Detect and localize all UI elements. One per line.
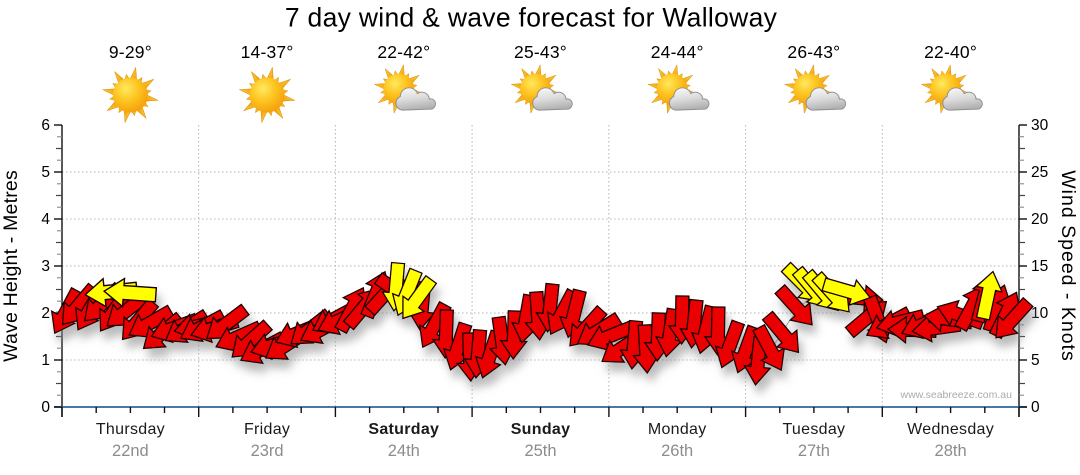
svg-text:22nd: 22nd xyxy=(112,442,149,460)
svg-text:25: 25 xyxy=(1031,164,1048,181)
svg-text:0: 0 xyxy=(1031,399,1040,416)
svg-text:6: 6 xyxy=(41,117,50,134)
svg-text:22-42°: 22-42° xyxy=(377,42,430,62)
svg-text:24th: 24th xyxy=(388,442,420,460)
svg-text:Thursday: Thursday xyxy=(96,421,165,438)
svg-text:7 day wind & wave forecast for: 7 day wind & wave forecast for Walloway xyxy=(285,3,778,33)
svg-text:4: 4 xyxy=(41,211,50,228)
svg-text:Wind Speed - Knots: Wind Speed - Knots xyxy=(1057,170,1079,361)
svg-text:26th: 26th xyxy=(661,442,693,460)
svg-text:Tuesday: Tuesday xyxy=(782,421,845,438)
svg-text:3: 3 xyxy=(41,258,50,275)
svg-text:30: 30 xyxy=(1031,117,1049,134)
svg-text:22-40°: 22-40° xyxy=(924,42,977,62)
svg-text:25th: 25th xyxy=(524,442,556,460)
svg-text:15: 15 xyxy=(1031,258,1048,275)
svg-text:23rd: 23rd xyxy=(251,442,284,460)
svg-text:24-44°: 24-44° xyxy=(651,42,704,62)
svg-text:Wednesday: Wednesday xyxy=(907,421,994,438)
svg-text:5: 5 xyxy=(41,164,50,181)
svg-text:Saturday: Saturday xyxy=(368,421,439,438)
svg-text:Monday: Monday xyxy=(648,421,707,438)
svg-text:Sunday: Sunday xyxy=(511,421,571,438)
svg-text:27th: 27th xyxy=(798,442,830,460)
svg-text:26-43°: 26-43° xyxy=(787,42,840,62)
svg-text:9-29°: 9-29° xyxy=(109,42,152,62)
svg-text:Wave Height - Metres: Wave Height - Metres xyxy=(0,170,22,362)
svg-text:28th: 28th xyxy=(935,442,967,460)
svg-text:2: 2 xyxy=(41,305,50,322)
svg-text:20: 20 xyxy=(1031,211,1049,228)
svg-text:14-37°: 14-37° xyxy=(241,42,294,62)
svg-text:www.seabreeze.com.au: www.seabreeze.com.au xyxy=(900,389,1013,401)
svg-text:1: 1 xyxy=(41,352,50,369)
svg-text:25-43°: 25-43° xyxy=(514,42,567,62)
svg-text:5: 5 xyxy=(1031,352,1040,369)
svg-text:Friday: Friday xyxy=(244,421,290,438)
svg-text:0: 0 xyxy=(41,399,50,416)
svg-text:10: 10 xyxy=(1031,305,1049,322)
